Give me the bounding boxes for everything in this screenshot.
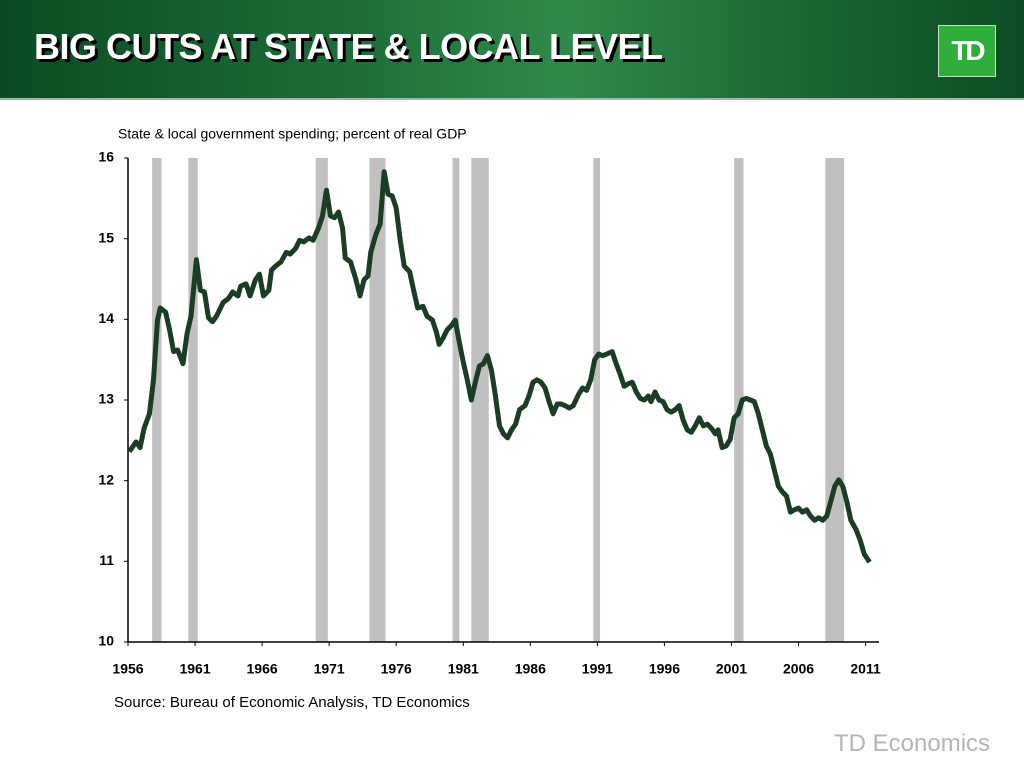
x-tick-label: 1956 [112,661,143,677]
chart-subtitle: State & local government spending; perce… [118,126,467,142]
slide-title: BIG CUTS AT STATE & LOCAL LEVEL [34,26,663,67]
x-tick-label: 1966 [247,661,278,677]
x-tick-label: 2006 [783,661,814,677]
recession-band [152,158,162,642]
x-tick-label: 1981 [448,661,479,677]
x-tick-label: 1996 [649,661,680,677]
y-tick-label: 10 [98,633,114,649]
recession-band [188,158,198,642]
recession-band [593,158,601,642]
x-tick-label: 1971 [314,661,345,677]
y-tick-label: 11 [99,552,114,568]
x-tick-label: 1991 [582,661,613,677]
y-tick-label: 13 [98,391,114,407]
x-tick-label: 1976 [381,661,412,677]
logo: TD [938,25,996,77]
x-tick-label: 2011 [850,661,881,677]
header-band: BIG CUTS AT STATE & LOCAL LEVEL TD [0,0,1024,100]
recession-band [734,158,744,642]
recession-band [315,158,328,642]
y-tick-label: 12 [98,471,114,487]
recession-band [452,158,460,642]
recession-band [369,158,386,642]
source-note: Source: Bureau of Economic Analysis, TD … [114,694,470,711]
x-tick-label: 2001 [716,661,747,677]
data-line [127,169,872,564]
x-tick-label: 1986 [515,661,546,677]
footer-brand: TD Economics [834,730,991,757]
y-tick-label: 15 [98,229,114,245]
x-tick-label: 1961 [179,661,210,677]
y-tick-label: 14 [98,310,114,326]
y-tick-label: 16 [98,149,114,165]
recession-band [825,158,845,642]
recession-band [471,158,489,642]
